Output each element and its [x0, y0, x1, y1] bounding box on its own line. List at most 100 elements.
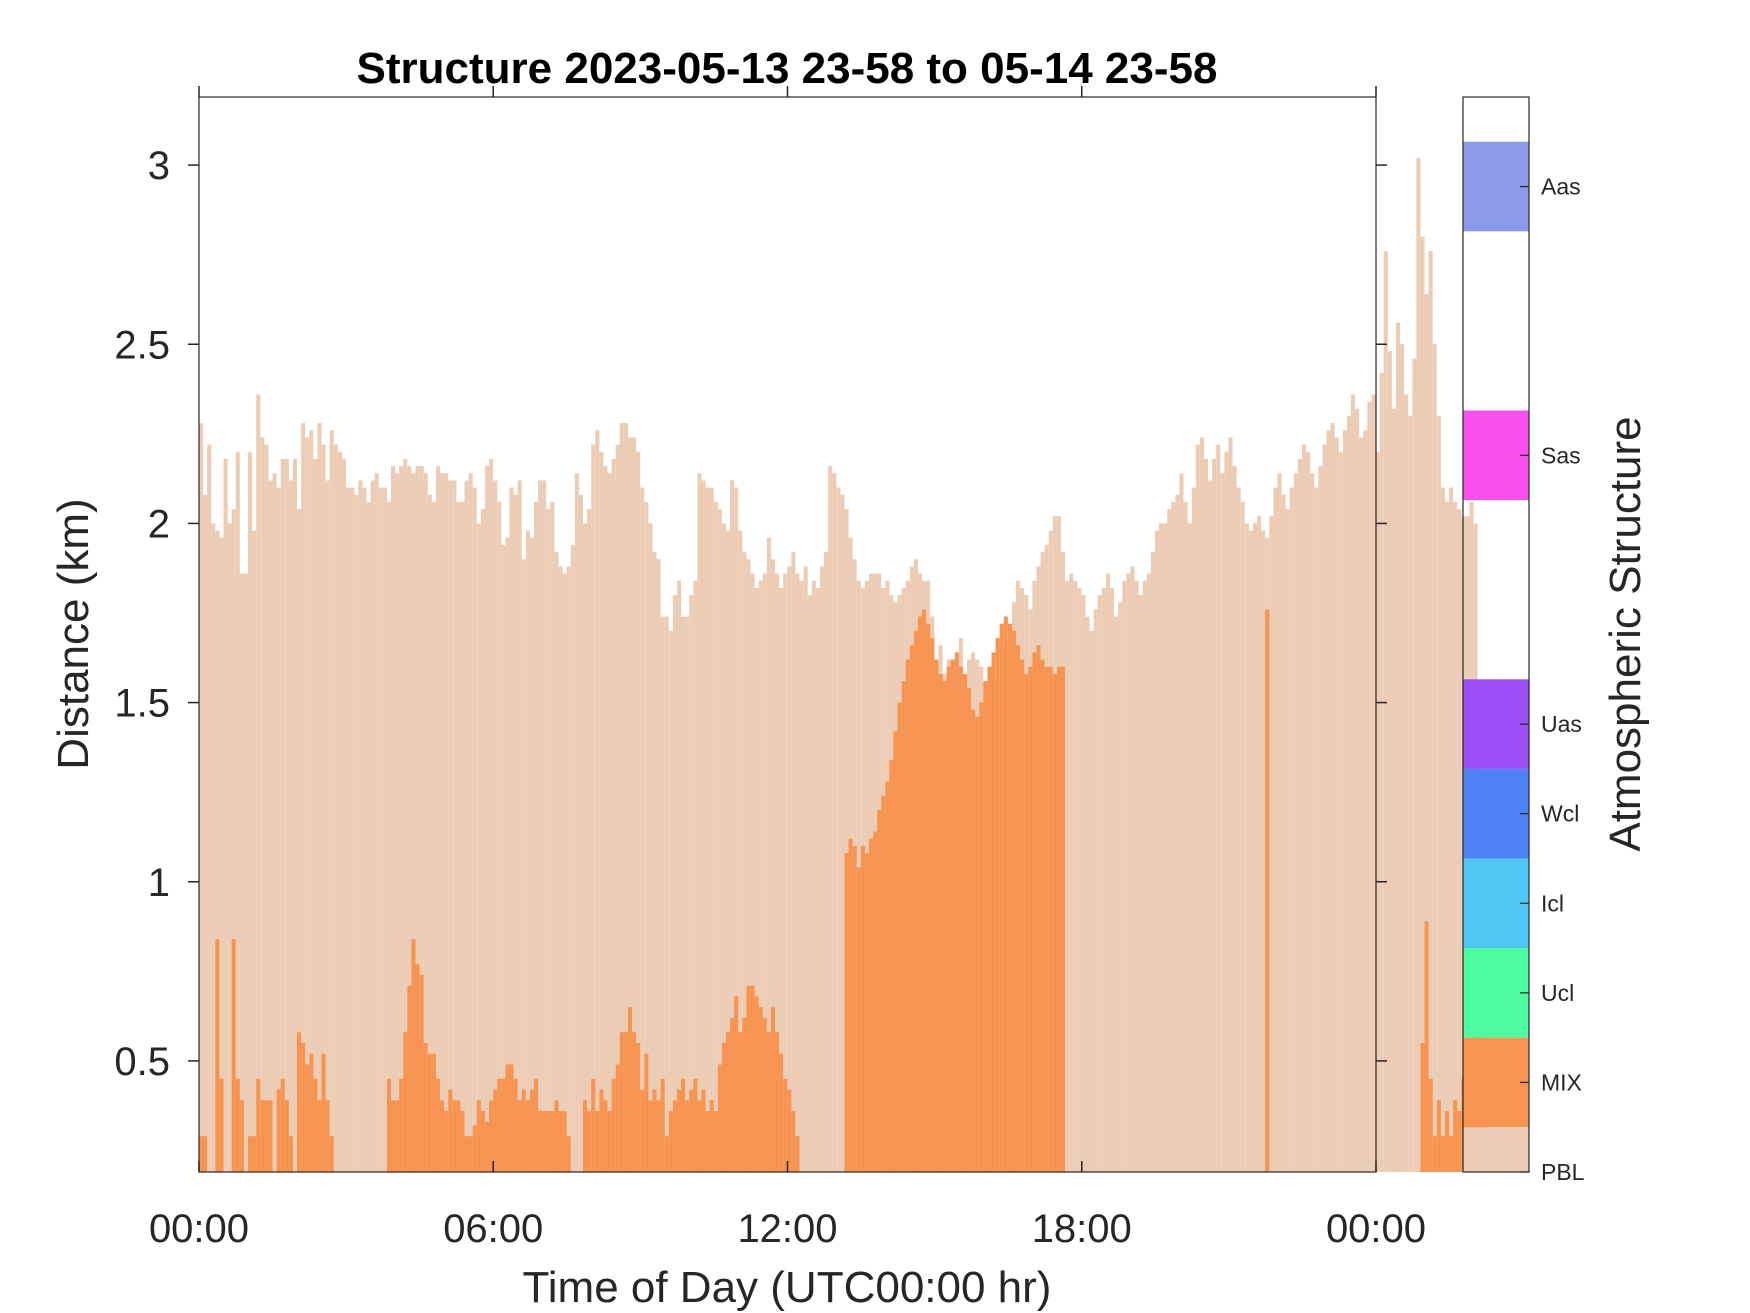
pbl-bar [444, 473, 449, 1172]
mix-bar [1024, 673, 1029, 1172]
pbl-bar [309, 430, 314, 1172]
pbl-bar [668, 630, 673, 1172]
pbl-bar [1355, 408, 1360, 1172]
mix-bar [632, 1032, 637, 1172]
mix-bar [533, 1078, 539, 1172]
pbl-bar [1293, 473, 1298, 1172]
mix-bar [713, 1111, 718, 1172]
pbl-bar [1105, 573, 1110, 1172]
y-tick-label: 1 [148, 861, 170, 905]
x-tick-label: 06:00 [443, 1207, 543, 1251]
pbl-bar [546, 509, 551, 1173]
mix-bar [885, 781, 890, 1172]
mix-bar [550, 1111, 555, 1172]
pbl-bar [583, 523, 588, 1172]
mix-bar [501, 1078, 506, 1172]
pbl-bar [1367, 401, 1372, 1173]
pbl-bar [779, 587, 784, 1172]
pbl-bar [1314, 487, 1319, 1173]
pbl-bar [632, 437, 637, 1172]
pbl-bar [1101, 587, 1106, 1172]
mix-bar [517, 1100, 522, 1172]
mix-bar [795, 1136, 800, 1172]
mix-bar [284, 1100, 289, 1172]
mix-bar [558, 1111, 563, 1172]
colorbar-label-ucl: Ucl [1541, 980, 1574, 1006]
mix-bar [689, 1089, 694, 1172]
mix-bar [431, 1053, 436, 1172]
pbl-bar [386, 501, 392, 1172]
pbl-bar [1257, 516, 1262, 1172]
pbl-bar [354, 494, 359, 1172]
mix-bar [325, 1100, 330, 1172]
mix-bar [725, 1032, 731, 1172]
pbl-bar [1195, 444, 1200, 1173]
pbl-bar [1122, 580, 1127, 1172]
pbl-bar [1163, 523, 1168, 1172]
x-tick-labels: 00:00 06:00 12:00 18:00 00:00 [149, 1207, 1426, 1251]
pbl-bar [199, 423, 204, 1173]
mix-bar [599, 1089, 604, 1172]
mix-bar [276, 1089, 281, 1172]
pbl-bar [448, 480, 453, 1172]
mix-bar [472, 1125, 477, 1172]
mix-bar [856, 867, 861, 1172]
mix-bar [411, 939, 416, 1172]
pbl-bar [1109, 587, 1115, 1172]
pbl-bar [346, 487, 351, 1173]
pbl-bar [693, 580, 698, 1172]
pbl-bar [640, 487, 645, 1173]
pbl-bar [1306, 451, 1311, 1172]
mix-bar [787, 1089, 792, 1172]
pbl-bar [525, 530, 530, 1172]
mix-bar [264, 1100, 269, 1172]
mix-bar [770, 1007, 776, 1172]
mix-bar [484, 1121, 490, 1172]
pbl-bar [1289, 487, 1294, 1173]
pbl-bar [264, 444, 269, 1173]
pbl-bar [562, 573, 567, 1172]
pbl-bar [211, 523, 216, 1172]
mix-bar [1440, 1136, 1445, 1172]
mix-bar [252, 1136, 257, 1172]
pbl-bar [709, 487, 714, 1173]
pbl-bar [1436, 415, 1441, 1172]
pbl-bar [656, 559, 661, 1172]
mix-bar [967, 688, 972, 1172]
pbl-bar [832, 473, 837, 1172]
mix-bar [995, 638, 1000, 1172]
pbl-bar [742, 552, 747, 1172]
pbl-bar [399, 466, 404, 1173]
pbl-bar [1449, 487, 1454, 1173]
mix-bar [644, 1053, 649, 1172]
mix-bar [301, 1043, 306, 1172]
pbl-bar [660, 616, 665, 1172]
mix-bar [1444, 1111, 1450, 1172]
mix-bar [505, 1064, 510, 1172]
pbl-bar [1236, 487, 1241, 1173]
pbl-bar [513, 494, 518, 1172]
colorbar-swatch-sas [1463, 410, 1529, 501]
pbl-bar [701, 480, 706, 1172]
pbl-bar [497, 501, 502, 1172]
mix-bar [717, 1064, 722, 1172]
pbl-bar [766, 537, 771, 1172]
pbl-bar [685, 616, 690, 1172]
pbl-bar [1322, 444, 1327, 1173]
mix-bar [979, 702, 984, 1172]
mix-bar [746, 985, 751, 1172]
pbl-bar [239, 573, 244, 1172]
pbl-bar [411, 473, 416, 1172]
pbl-bar [493, 480, 498, 1172]
pbl-bar [509, 487, 514, 1173]
y-tick-label: 1.5 [114, 682, 170, 726]
mix-bar [926, 623, 931, 1172]
mix-bar [583, 1100, 588, 1172]
mix-bar [1011, 630, 1017, 1172]
pbl-bar [321, 444, 326, 1173]
mix-bar [893, 731, 898, 1172]
pbl-bar [611, 458, 616, 1172]
pbl-bar [615, 444, 620, 1173]
x-tick-label: 12:00 [737, 1207, 837, 1251]
mix-bar [529, 1089, 534, 1172]
